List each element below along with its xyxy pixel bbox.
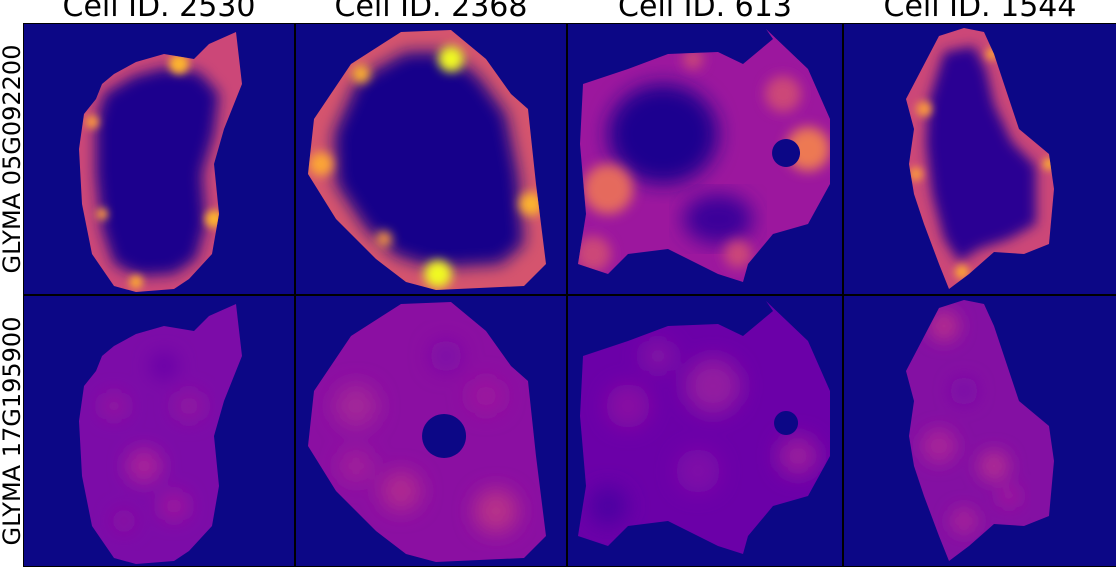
row-label-text: GLYMA 17G195900: [0, 316, 26, 546]
column-title-cell-1544: Cell ID. 1544: [883, 0, 1077, 24]
cell-expression-image: [578, 301, 830, 554]
cell-expression-image: [906, 300, 1054, 561]
row-label-glyma-05g092200: GLYMA 05G092200: [0, 24, 26, 294]
panel-gene1-cell-613: [567, 23, 843, 295]
cell-expression-image: [308, 30, 546, 290]
panel-gene2-cell-2368: [295, 295, 567, 567]
row-label-text: GLYMA 05G092200: [0, 44, 26, 274]
cell-expression-image: [578, 29, 830, 282]
panel-gene1-cell-2530: [23, 23, 295, 295]
panel-gene2-cell-1544: [843, 295, 1116, 567]
column-title-cell-2368: Cell ID. 2368: [334, 0, 528, 24]
panel-gene1-cell-1544: [843, 23, 1116, 295]
panel-gene2-cell-613: [567, 295, 843, 567]
cell-expression-image: [79, 304, 242, 564]
column-title-cell-2530: Cell ID. 2530: [62, 0, 256, 24]
cell-expression-image: [906, 28, 1054, 289]
panel-gene2-cell-2530: [23, 295, 295, 567]
cell-expression-image: [79, 32, 242, 292]
panel-gene1-cell-2368: [295, 23, 567, 295]
cell-expression-image: [308, 302, 546, 562]
row-label-glyma-17g195900: GLYMA 17G195900: [0, 296, 26, 566]
column-title-cell-613: Cell ID. 613: [618, 0, 792, 24]
